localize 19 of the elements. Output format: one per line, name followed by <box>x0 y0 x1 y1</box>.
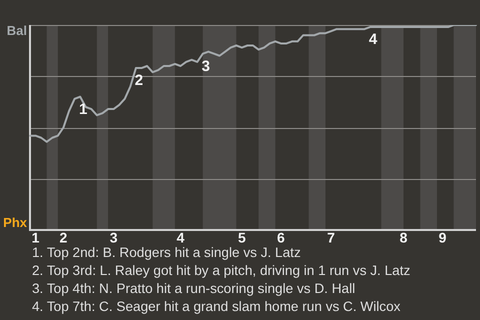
x-tick-label: 6 <box>276 229 285 246</box>
annotation: 1 <box>79 100 88 118</box>
x-tick-label: 5 <box>238 229 246 246</box>
text: Phx <box>3 215 28 230</box>
text: 1. Top 2nd: B. Rodgers hit a single vs J. Latz <box>32 244 302 262</box>
text: 4. Top 7th: C. Seager hit a grand slam home run vs C. Wilcox <box>32 298 402 316</box>
text: 3. Top 4th: N. Pratto hit a run-scoring single vs D. Hall <box>32 280 356 298</box>
x-tick-label: 1 <box>32 229 40 246</box>
x-tick-label: 8 <box>400 229 408 246</box>
annotation: 2 <box>134 72 144 90</box>
x-tick-label: 4 <box>176 229 185 246</box>
text: Bal <box>6 23 27 38</box>
x-tick-label: 9 <box>438 229 447 246</box>
annotation: 4 <box>368 31 378 48</box>
x-tick-label: 2 <box>60 229 68 246</box>
text: 2. Top 3rd: L. Raley got hit by a pitch, driving in 1 run vs J. Latz <box>32 262 410 280</box>
annotation: 3 <box>202 58 210 75</box>
x-tick-label: 3 <box>110 229 118 246</box>
x-tick-label: 7 <box>327 229 336 246</box>
